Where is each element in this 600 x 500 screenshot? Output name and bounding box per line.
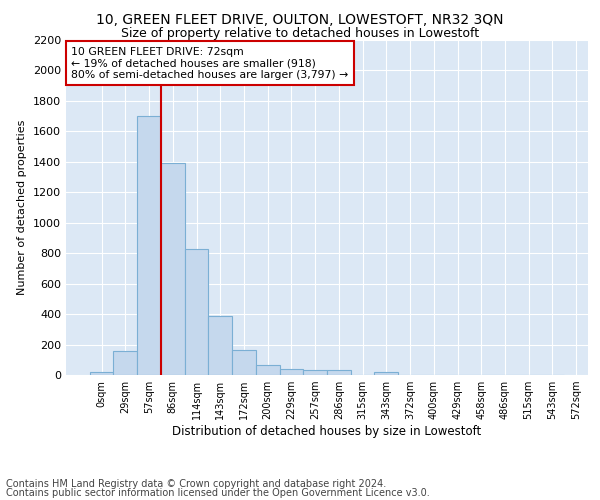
Bar [208,316,232,375]
Text: Contains public sector information licensed under the Open Government Licence v3: Contains public sector information licen… [6,488,430,498]
Bar [280,369,303,375]
Bar [232,350,256,375]
Bar [374,372,398,375]
Text: Contains HM Land Registry data © Crown copyright and database right 2024.: Contains HM Land Registry data © Crown c… [6,479,386,489]
Bar [90,372,113,375]
Bar [113,352,137,375]
Bar [185,248,208,375]
Bar [137,116,161,375]
X-axis label: Distribution of detached houses by size in Lowestoft: Distribution of detached houses by size … [172,425,482,438]
Text: 10 GREEN FLEET DRIVE: 72sqm
← 19% of detached houses are smaller (918)
80% of se: 10 GREEN FLEET DRIVE: 72sqm ← 19% of det… [71,46,349,80]
Bar [161,164,185,375]
Text: 10, GREEN FLEET DRIVE, OULTON, LOWESTOFT, NR32 3QN: 10, GREEN FLEET DRIVE, OULTON, LOWESTOFT… [96,12,504,26]
Bar [256,365,280,375]
Text: Size of property relative to detached houses in Lowestoft: Size of property relative to detached ho… [121,28,479,40]
Y-axis label: Number of detached properties: Number of detached properties [17,120,28,295]
Bar [303,370,327,375]
Bar [327,370,351,375]
